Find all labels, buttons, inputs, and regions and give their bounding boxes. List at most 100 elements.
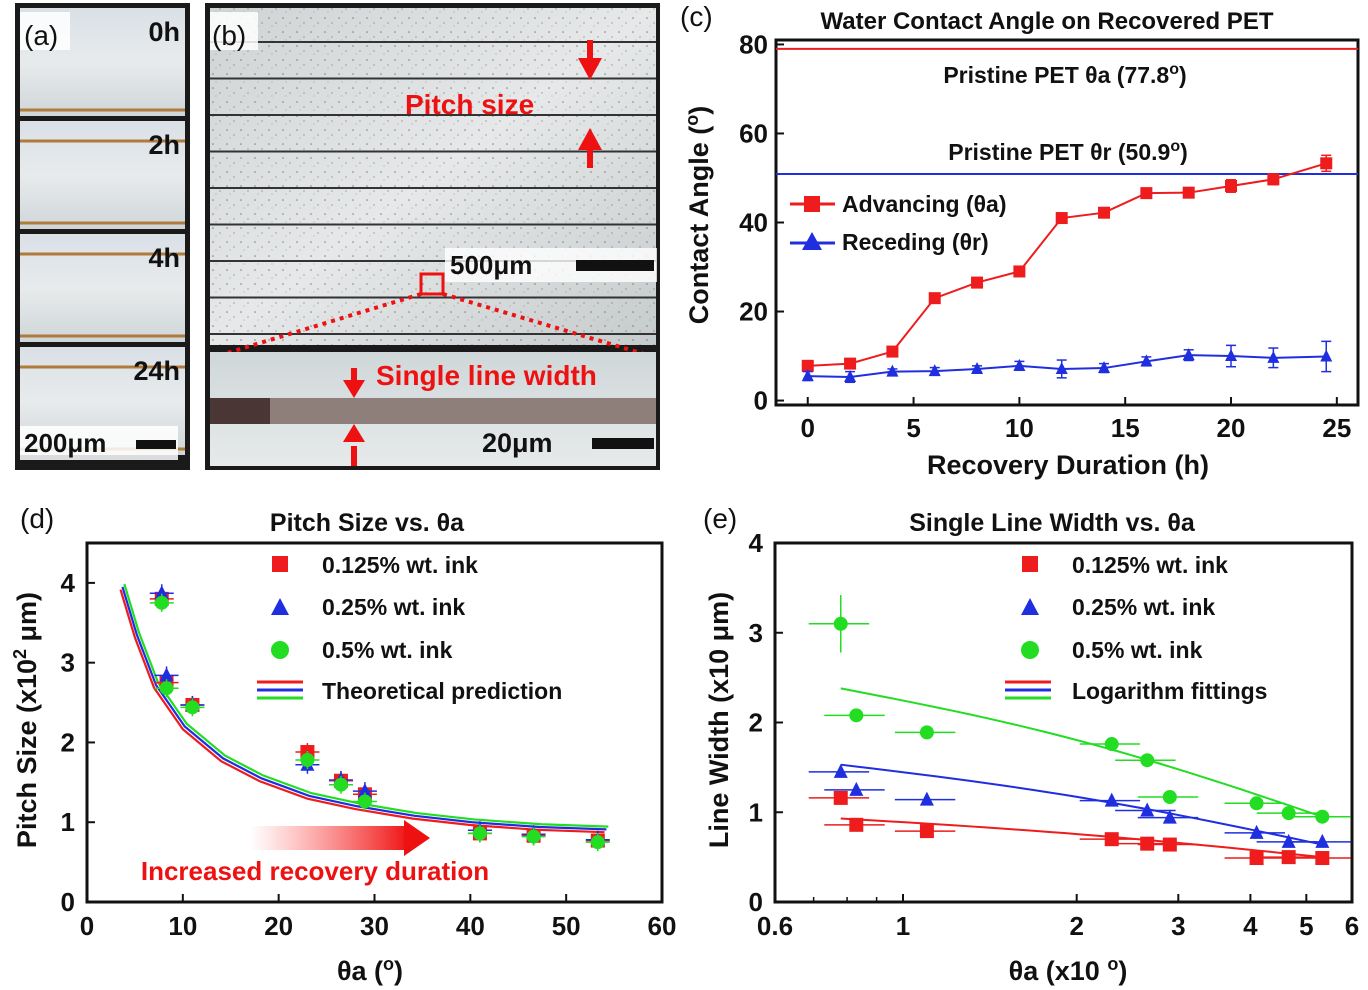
chart-e-fit-curve (840, 763, 1323, 846)
legend-e-label-2: 0.5% wt. ink (1072, 637, 1203, 663)
chart-c-point (1320, 349, 1333, 362)
chart-e-frame (773, 541, 1354, 904)
chart-c-xtick-label: 10 (1005, 413, 1034, 443)
chart-c-point (928, 364, 941, 377)
chart-c-point (844, 357, 857, 370)
chart-e-fit-curve (840, 687, 1323, 818)
panel-a-strip-time: 0h (148, 17, 180, 47)
chart-d-xtick-label: 40 (456, 911, 485, 941)
chart-d-xtick-label: 60 (648, 911, 677, 941)
chart-d-ytick-label: 0 (61, 887, 75, 917)
width-arrow-down (343, 380, 365, 398)
chart-c-title: Water Contact Angle on Recovered PET (821, 8, 1274, 35)
chart-d-ytick-label: 4 (61, 568, 76, 598)
chart-e-xtick-label: 1 (896, 911, 910, 941)
chart-c-point (886, 364, 899, 377)
chart-e-ytick-label: 2 (749, 708, 763, 738)
width-arrow-up (343, 424, 365, 442)
chart-d-point (357, 783, 372, 798)
legend-d-label-3: Theoretical prediction (322, 678, 562, 704)
chart-e-point (1162, 789, 1177, 804)
zoom-box (419, 272, 445, 296)
chart-c-point (1267, 350, 1280, 363)
chart-d-point (300, 752, 315, 767)
chart-c-point (844, 369, 857, 382)
chart-d-xtick-label: 30 (360, 911, 389, 941)
legend-d-marker-0 (272, 556, 288, 572)
chart-d-ytick-label: 3 (61, 648, 75, 678)
chart-e-point (1315, 833, 1330, 848)
panel-a-scale-bar (136, 440, 176, 449)
chart-c-point (1055, 361, 1068, 374)
chart-e-point (1315, 809, 1330, 824)
chart-c-hline-blue-label: Pristine PET θr (50.9o) (948, 138, 1188, 165)
chart-c-point (1140, 187, 1153, 200)
chart-c-xtick-label: 15 (1111, 413, 1140, 443)
chart-c-xtick-label: 5 (906, 413, 920, 443)
chart-d-theory-curve (121, 586, 607, 831)
chart-e-point (1281, 833, 1296, 848)
legend-d-label-1: 0.25% wt. ink (322, 594, 465, 620)
pitch-arrow-down (578, 58, 602, 80)
chart-d-point (159, 667, 174, 682)
chart-e-point (1249, 824, 1264, 839)
legend-d-marker-2 (271, 641, 289, 659)
chart-d-point (154, 595, 169, 610)
chart-e-point (849, 781, 864, 796)
chart-c-xlabel: Recovery Duration (h) (927, 450, 1209, 480)
chart-c-point (1225, 180, 1238, 192)
chart-c-point (1267, 173, 1280, 186)
chart-e-point (919, 725, 934, 740)
chart-c-ytick-label: 60 (739, 118, 768, 148)
chart-c: (c) Water Contact Angle on Recovered PET… (680, 1, 1360, 480)
panel-b-scale-top-text: 500μm (450, 250, 532, 280)
chart-c-ytick-label: 80 (739, 29, 768, 59)
panel-a-label: (a) (24, 20, 58, 51)
chart-d-point (357, 794, 372, 809)
chart-e-xtick-label: 2 (1069, 911, 1083, 941)
chart-e-xtick-label: 4 (1243, 911, 1258, 941)
chart-c-point (886, 345, 899, 358)
legend-d-label-2: 0.5% wt. ink (322, 637, 453, 663)
chart-c-hline-red-label: Pristine PET θa (77.8o) (943, 61, 1186, 88)
panel-d-label: (d) (20, 503, 54, 534)
chart-d-title: Pitch Size vs. θa (270, 509, 465, 537)
chart-d-point (159, 681, 174, 696)
panel-b: (b) Pitch size 500μm Single line width 2… (205, 3, 660, 470)
chart-e-xtick-label: 0.6 (757, 911, 793, 941)
chart-c-point (801, 369, 814, 382)
pitch-arrow-up (578, 128, 602, 150)
chart-e-xlabel: θa (x10 o) (1009, 954, 1128, 986)
chart-e-ytick-label: 1 (749, 797, 763, 827)
chart-e-point (833, 763, 848, 778)
chart-e-ylabel: Line Width (x10 μm) (704, 592, 734, 848)
chart-e-point (1281, 806, 1296, 821)
chart-c-point (1098, 206, 1111, 219)
chart-c-point (928, 292, 941, 305)
chart-c-ytick-label: 20 (739, 297, 768, 327)
chart-c-ylabel: Contact Angle (o) (682, 106, 714, 325)
chart-d-point (590, 835, 605, 850)
chart-c-point (971, 276, 984, 289)
panel-b-lines (210, 41, 656, 335)
chart-d-point (185, 700, 200, 715)
legend-e-label-0: 0.125% wt. ink (1072, 552, 1228, 578)
panel-a-scale-text: 200μm (24, 428, 106, 458)
chart-d-annotation: Increased recovery duration (141, 856, 489, 886)
chart-c-point (1055, 212, 1068, 225)
chart-e-point (1162, 809, 1177, 824)
legend-e-marker-2 (1021, 641, 1039, 659)
chart-d-point (472, 826, 487, 841)
chart-d-ytick-label: 2 (61, 727, 75, 757)
chart-e-ytick-label: 4 (749, 528, 764, 558)
panel-b-scale-top-bar (576, 260, 654, 271)
chart-e-xtick-label: 6 (1345, 911, 1359, 941)
chart-c-point (1140, 354, 1153, 367)
legend-c-receding: Receding (θr) (842, 229, 989, 255)
chart-e-point (849, 708, 864, 723)
panel-c-label: (c) (680, 1, 713, 32)
chart-c-point (1182, 186, 1195, 199)
panel-a-strip (20, 121, 185, 229)
chart-c-point (1225, 349, 1238, 362)
